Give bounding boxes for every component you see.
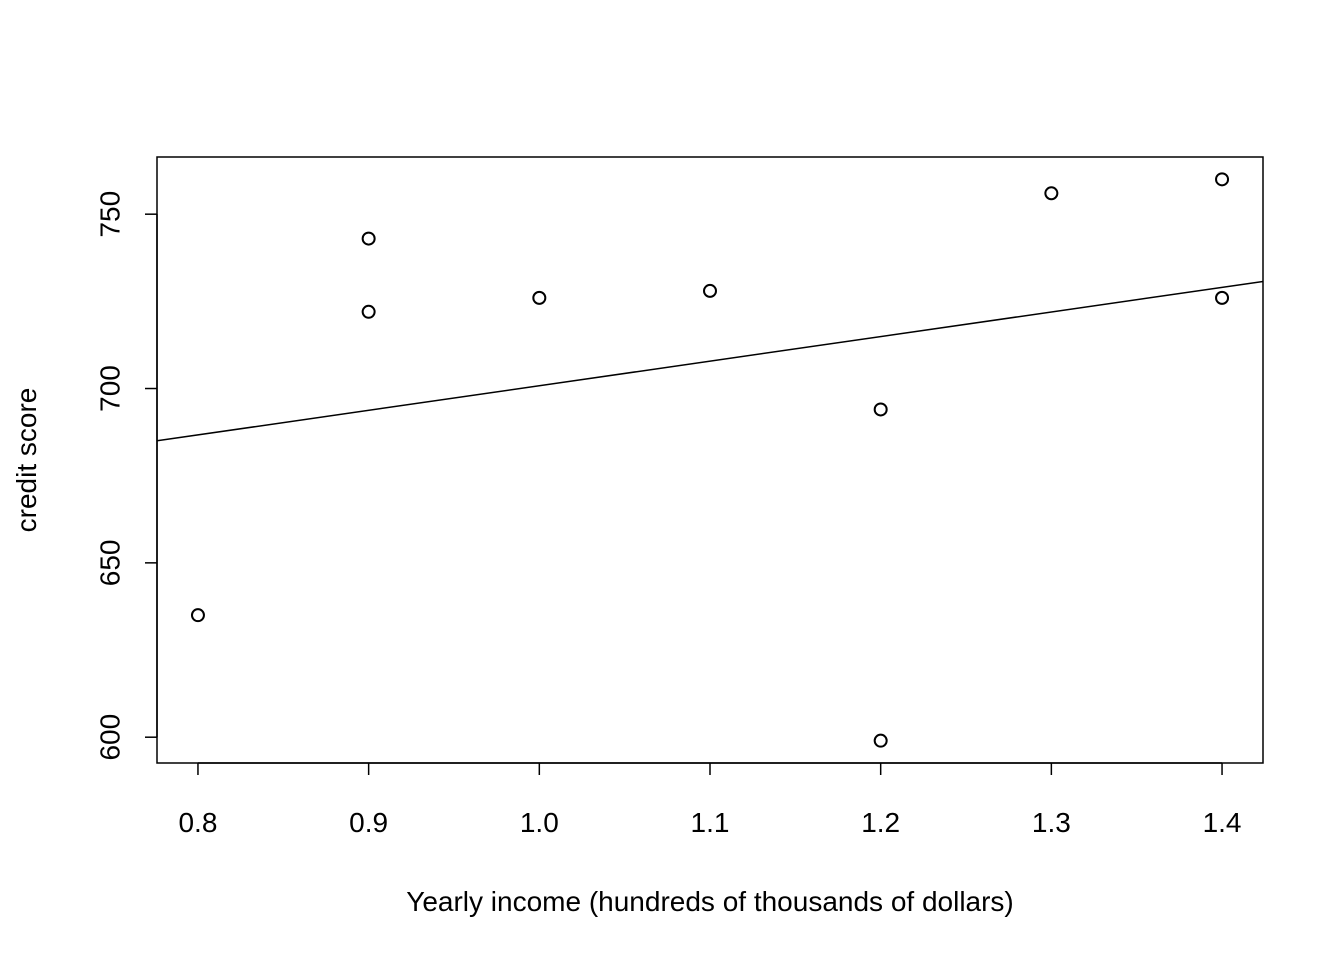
y-tick-label: 650 [95, 540, 126, 587]
data-point [873, 402, 888, 417]
y-tick-label: 750 [95, 191, 126, 238]
x-tick-label: 1.2 [861, 807, 900, 838]
data-point [190, 608, 205, 623]
regression-line [157, 280, 1263, 442]
data-point [703, 283, 717, 298]
plot-frame [156, 156, 1264, 764]
y-axis: 600 650 700 750 [95, 191, 158, 761]
data-point [1215, 172, 1230, 187]
x-tick-label: 1.3 [1032, 807, 1071, 838]
y-tick-label: 600 [95, 714, 126, 761]
data-point [361, 304, 376, 319]
plot-area [157, 172, 1263, 748]
y-axis-label: credit score [11, 388, 42, 533]
y-tick-label: 700 [95, 365, 126, 412]
data-point [1215, 290, 1230, 305]
data-point [361, 231, 376, 246]
data-point [532, 290, 547, 305]
x-tick-label: 1.1 [691, 807, 730, 838]
x-tick-label: 1.0 [520, 807, 559, 838]
data-point [873, 733, 888, 748]
x-tick-label: 0.8 [178, 807, 217, 838]
x-tick-label: 1.4 [1203, 807, 1242, 838]
x-tick-label: 0.9 [349, 807, 388, 838]
x-axis: 0.8 0.9 1.0 1.1 1.2 1.3 1.4 [178, 762, 1242, 838]
data-point [1044, 186, 1059, 201]
x-axis-label: Yearly income (hundreds of thousands of … [406, 886, 1014, 917]
